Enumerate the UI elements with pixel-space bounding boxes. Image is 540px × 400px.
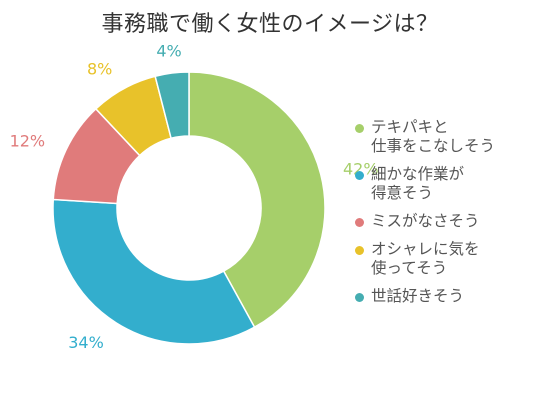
chart-title: 事務職で働く女性のイメージは？ <box>101 12 439 37</box>
legend-item: オシャレに気を 使ってそう <box>355 240 535 278</box>
legend-item: ミスがなさそう <box>355 212 535 231</box>
legend-label: オシャレに気を 使ってそう <box>371 240 480 277</box>
legend-label: テキパキと 仕事をこなしそう <box>371 118 496 155</box>
legend-label: ミスがなさそう <box>371 212 480 230</box>
legend-marker <box>355 218 364 227</box>
legend-item: 世話好きそう <box>355 287 535 306</box>
legend-marker <box>355 124 364 133</box>
legend-marker <box>355 246 364 255</box>
slice-value-label: 34% <box>68 333 104 352</box>
legend-label: 細かな作業が 得意そう <box>371 165 465 202</box>
slice-value-label: 4% <box>156 41 181 60</box>
slice-value-label: 42% <box>343 159 379 178</box>
donut-slice <box>188 71 326 329</box>
donut-slice <box>52 198 256 345</box>
legend-label: 世話好きそう <box>371 287 465 305</box>
slice-value-label: 12% <box>10 131 46 150</box>
legend-marker <box>355 293 364 302</box>
slice-value-label: 8% <box>87 60 112 79</box>
legend-item: 細かな作業が 得意そう <box>355 165 535 203</box>
legend-item: テキパキと 仕事をこなしそう <box>355 118 535 156</box>
legend-marker <box>355 171 364 180</box>
donut-slice <box>154 71 190 140</box>
chart-legend: テキパキと 仕事をこなしそう 細かな作業が 得意そうミスがなさそうオシャレに気を … <box>355 118 535 315</box>
